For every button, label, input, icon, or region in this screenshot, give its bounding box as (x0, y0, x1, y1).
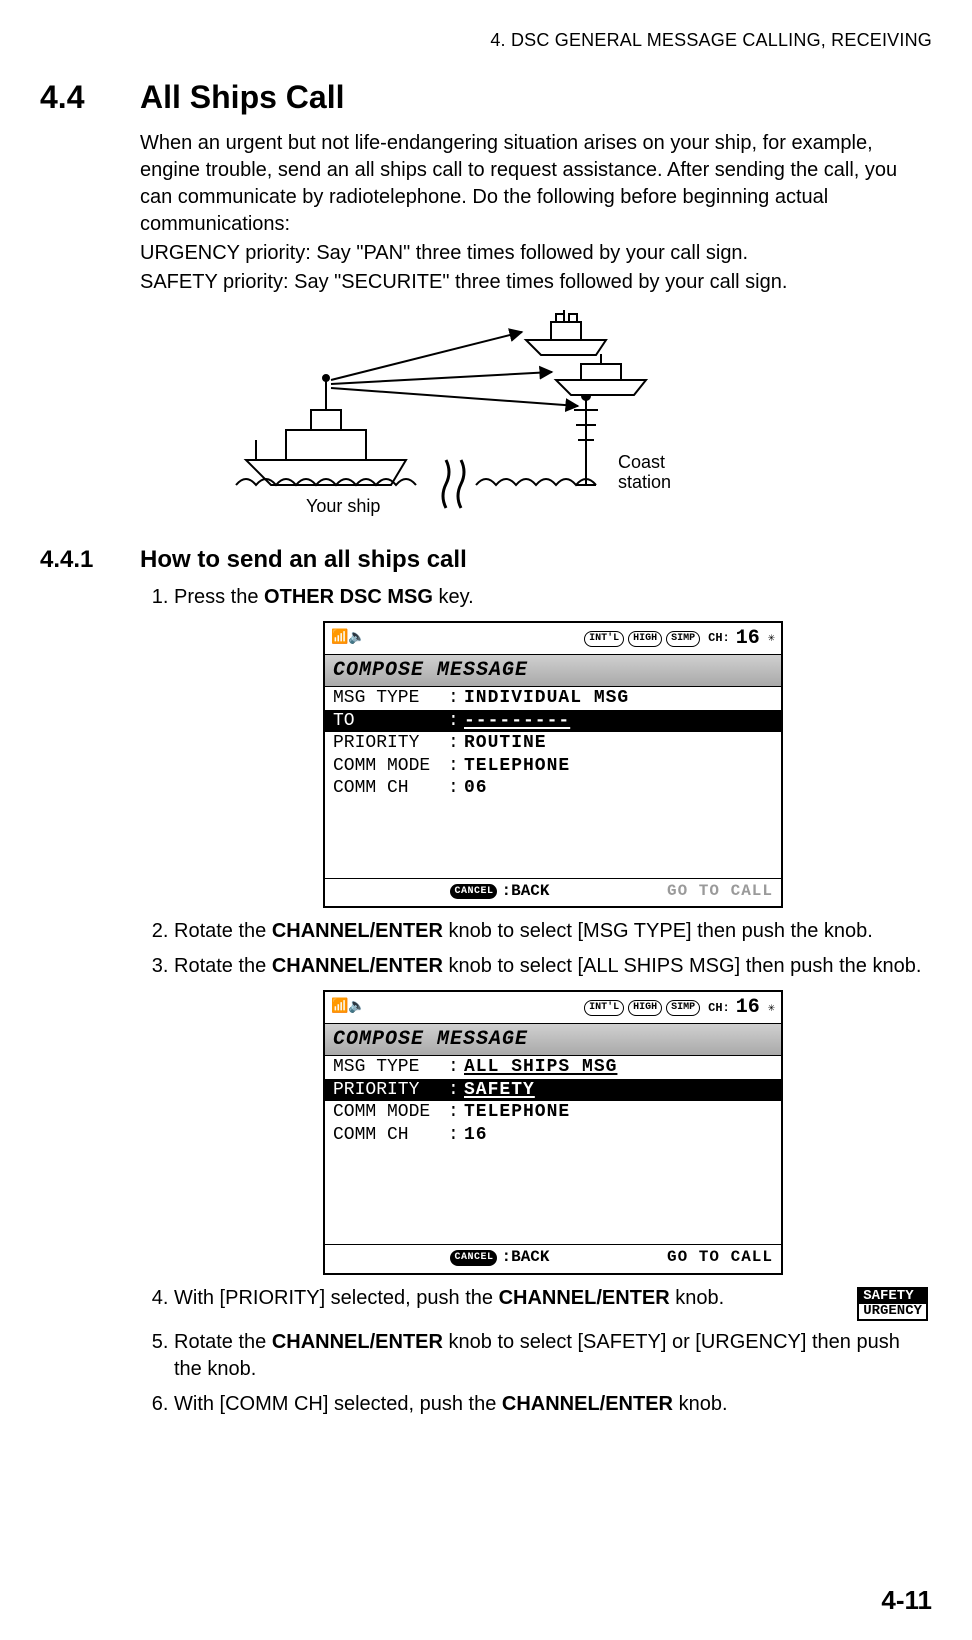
ch-label: CH: (708, 630, 730, 646)
spinner-icon: ✳ (768, 630, 775, 646)
lcd1-foot-go: GO TO CALL (667, 881, 773, 903)
intro-para-3: SAFETY priority: Say "SECURITE" three ti… (140, 269, 932, 296)
lcd2-commmode-value: TELEPHONE (464, 1101, 773, 1124)
label-commmode: COMM MODE (333, 755, 448, 778)
label-to: TO (333, 710, 448, 733)
lcd2-ch-value: 16 (736, 994, 760, 1021)
section-intro: When an urgent but not life-endangering … (140, 130, 932, 296)
badge-intl: INT'L (584, 1000, 624, 1016)
priority-popup-selected: SAFETY (859, 1289, 926, 1304)
label-msgtype: MSG TYPE (333, 687, 448, 710)
ships-diagram: Your ship Coast station (40, 310, 932, 520)
step-6: With [COMM CH] selected, push the CHANNE… (174, 1391, 932, 1418)
label-priority: PRIORITY (333, 732, 448, 755)
step-2-bold: CHANNEL/ENTER (272, 920, 443, 942)
ships-diagram-svg: Your ship Coast station (226, 310, 746, 520)
step-2-text-c: knob to select [MSG TYPE] then push the … (443, 920, 873, 942)
section-number: 4.4 (40, 79, 140, 116)
lcd2-title: COMPOSE MESSAGE (325, 1024, 781, 1056)
lcd1-row-commmode: COMM MODE: TELEPHONE (325, 755, 781, 778)
priority-popup-other: URGENCY (859, 1304, 926, 1319)
step-1-text-c: key. (433, 586, 474, 608)
badge-intl: INT'L (584, 631, 624, 647)
lcd-screenshot-1: 📶🔈 INT'L HIGH SIMP CH: 16 ✳ COMPOSE MESS… (323, 621, 783, 908)
label-commch: COMM CH (333, 777, 448, 800)
lcd1-statusbar: 📶🔈 INT'L HIGH SIMP CH: 16 ✳ (325, 623, 781, 655)
subsection-number: 4.4.1 (40, 546, 140, 574)
step-2: Rotate the CHANNEL/ENTER knob to select … (174, 918, 932, 945)
lcd1-row-to: TO: --------- (325, 710, 781, 733)
antenna-icon: 📶🔈 (331, 998, 366, 1017)
diagram-your-ship-label: Your ship (306, 496, 380, 516)
step-4: SAFETY URGENCY With [PRIORITY] selected,… (174, 1285, 932, 1322)
label-commch: COMM CH (333, 1124, 448, 1147)
section-title: All Ships Call (140, 79, 344, 116)
lcd1-row-commch: COMM CH: 06 (325, 777, 781, 800)
step-4-text-c: knob. (670, 1287, 724, 1309)
lcd2-foot-go: GO TO CALL (667, 1247, 773, 1269)
step-3-text-c: knob to select [ALL SHIPS MSG] then push… (443, 955, 921, 977)
step-2-text-a: Rotate the (174, 920, 272, 942)
badge-simp: SIMP (666, 1000, 700, 1016)
step-6-text-c: knob. (673, 1393, 727, 1415)
step-5-bold: CHANNEL/ENTER (272, 1331, 443, 1353)
lcd1-row-priority: PRIORITY: ROUTINE (325, 732, 781, 755)
lcd1-to-value: --------- (464, 710, 773, 733)
priority-popup: SAFETY URGENCY (857, 1287, 928, 1322)
lcd2-row-commmode: COMM MODE: TELEPHONE (325, 1101, 781, 1124)
running-header: 4. DSC GENERAL MESSAGE CALLING, RECEIVIN… (40, 30, 932, 51)
section-heading: 4.4 All Ships Call (40, 79, 932, 116)
ch-label: CH: (708, 1000, 730, 1016)
lcd1-msgtype-value: INDIVIDUAL MSG (464, 687, 773, 710)
lcd2-msgtype-value: ALL SHIPS MSG (464, 1056, 773, 1079)
lcd1-priority-value: ROUTINE (464, 732, 773, 755)
spinner-icon: ✳ (768, 1000, 775, 1016)
lcd1-commmode-value: TELEPHONE (464, 755, 773, 778)
step-3-bold: CHANNEL/ENTER (272, 955, 443, 977)
lcd1-footer: CANCEL :BACK GO TO CALL (325, 878, 781, 907)
step-1: Press the OTHER DSC MSG key. 📶🔈 INT'L HI… (174, 584, 932, 908)
step-3-text-a: Rotate the (174, 955, 272, 977)
lcd1-commch-value: 06 (464, 777, 773, 800)
label-priority: PRIORITY (333, 1079, 448, 1102)
lcd2-statusbar: 📶🔈 INT'L HIGH SIMP CH: 16 ✳ (325, 992, 781, 1024)
step-5-text-a: Rotate the (174, 1331, 272, 1353)
foot-back: :BACK (501, 1247, 549, 1269)
label-commmode: COMM MODE (333, 1101, 448, 1124)
lcd1-ch-value: 16 (736, 625, 760, 652)
step-6-text-a: With [COMM CH] selected, push the (174, 1393, 502, 1415)
cancel-pill: CANCEL (450, 884, 497, 900)
antenna-icon: 📶🔈 (331, 629, 366, 648)
lcd1-row-msgtype: MSG TYPE: INDIVIDUAL MSG (325, 687, 781, 710)
step-3: Rotate the CHANNEL/ENTER knob to select … (174, 953, 932, 1275)
lcd2-row-commch: COMM CH: 16 (325, 1124, 781, 1147)
badge-high: HIGH (628, 1000, 662, 1016)
page-number: 4-11 (881, 1585, 932, 1616)
cancel-pill: CANCEL (450, 1250, 497, 1266)
steps-list: Press the OTHER DSC MSG key. 📶🔈 INT'L HI… (140, 584, 932, 1418)
lcd2-row-msgtype: MSG TYPE: ALL SHIPS MSG (325, 1056, 781, 1079)
intro-para-1: When an urgent but not life-endangering … (140, 130, 932, 238)
lcd2-row-priority: PRIORITY: SAFETY (325, 1079, 781, 1102)
subsection-heading: 4.4.1 How to send an all ships call (40, 546, 932, 574)
step-6-bold: CHANNEL/ENTER (502, 1393, 673, 1415)
badge-simp: SIMP (666, 631, 700, 647)
step-1-bold: OTHER DSC MSG (264, 586, 433, 608)
diagram-coast-label-1: Coast (618, 452, 665, 472)
lcd-screenshot-2: 📶🔈 INT'L HIGH SIMP CH: 16 ✳ COMPOSE MESS… (323, 990, 783, 1275)
badge-high: HIGH (628, 631, 662, 647)
subsection-title: How to send an all ships call (140, 546, 467, 574)
lcd2-priority-value: SAFETY (464, 1079, 773, 1102)
intro-para-2: URGENCY priority: Say "PAN" three times … (140, 240, 932, 267)
label-msgtype: MSG TYPE (333, 1056, 448, 1079)
step-5: Rotate the CHANNEL/ENTER knob to select … (174, 1329, 932, 1383)
step-4-bold: CHANNEL/ENTER (499, 1287, 670, 1309)
step-4-text-a: With [PRIORITY] selected, push the (174, 1287, 499, 1309)
diagram-coast-label-2: station (618, 472, 671, 492)
lcd2-footer: CANCEL :BACK GO TO CALL (325, 1244, 781, 1273)
lcd2-commch-value: 16 (464, 1124, 773, 1147)
step-1-text-a: Press the (174, 586, 264, 608)
lcd1-title: COMPOSE MESSAGE (325, 655, 781, 687)
foot-back: :BACK (501, 881, 549, 903)
